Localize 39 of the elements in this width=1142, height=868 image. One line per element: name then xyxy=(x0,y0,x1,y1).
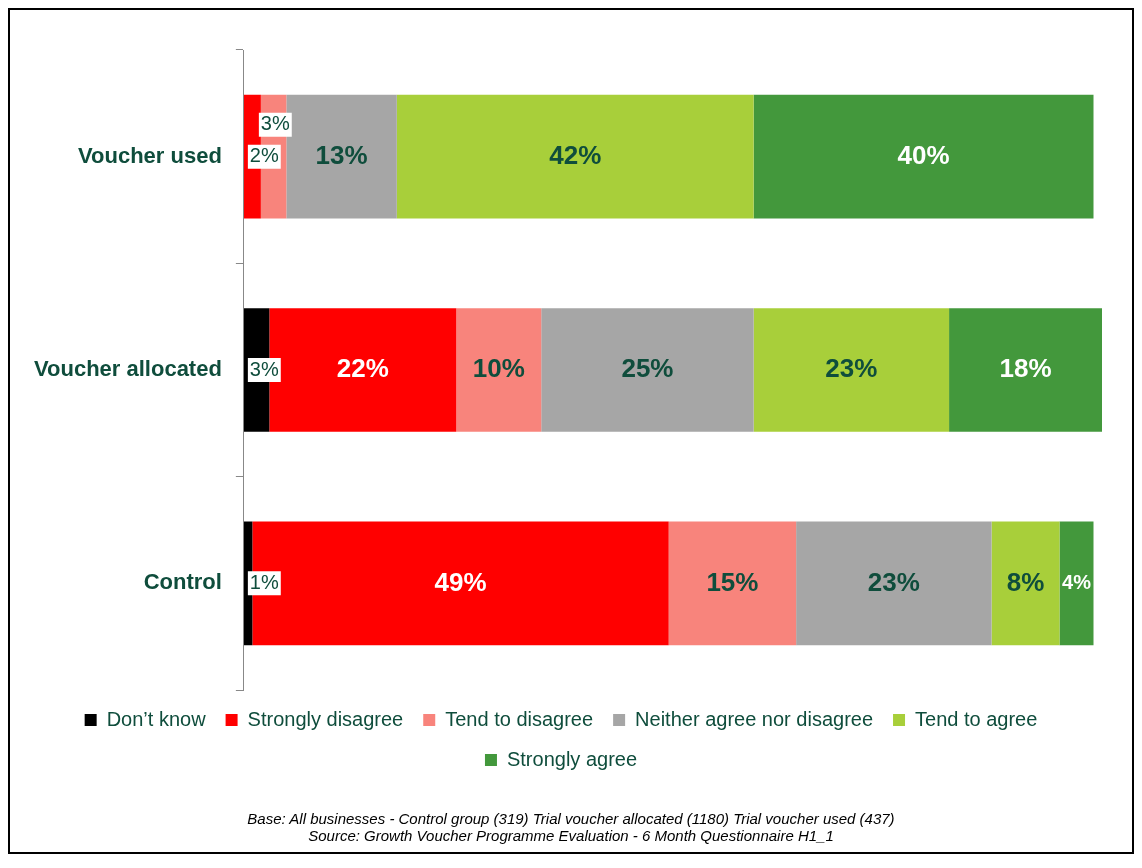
data-label: 40% xyxy=(897,139,950,170)
bar xyxy=(796,521,992,646)
data-label: 10% xyxy=(472,353,525,384)
data-label: 25% xyxy=(621,353,674,384)
y-tick-label: Control xyxy=(143,569,222,595)
bar xyxy=(541,308,754,432)
source-note: Source: Growth Voucher Programme Evaluation - 6 Month Questionnaire H1_1 xyxy=(307,827,835,844)
bar xyxy=(456,308,542,432)
data-label: 2% xyxy=(249,144,279,167)
y-tick-label: Voucher used xyxy=(78,142,222,168)
bar xyxy=(949,308,1102,432)
data-label: 3% xyxy=(249,357,279,380)
bar xyxy=(1059,521,1094,646)
data-label: 15% xyxy=(706,566,759,597)
data-label: 42% xyxy=(549,139,602,170)
data-label: 3% xyxy=(260,112,290,135)
bar xyxy=(753,308,950,432)
text: Base: All businesses - Control group (319) Trial voucher allocated (1180) Trial voucher used (437) xyxy=(246,810,896,827)
data-label: 23% xyxy=(825,353,878,384)
legend-label: Neither agree nor disagree xyxy=(635,707,874,730)
data-label: 8% xyxy=(1006,566,1045,597)
bar xyxy=(753,94,1094,219)
data-label: 13% xyxy=(315,139,368,170)
bar xyxy=(668,521,797,646)
legend-label: Tend to disagree xyxy=(445,707,594,730)
y-tick-label: Voucher allocated xyxy=(34,356,222,382)
data-label: 1% xyxy=(249,570,279,593)
data-label: 49% xyxy=(434,566,487,597)
legend-label: Strongly disagree xyxy=(247,707,404,730)
bar xyxy=(991,521,1060,646)
bar xyxy=(252,521,669,646)
data-label: 22% xyxy=(336,353,389,384)
legend-label: Don’t know xyxy=(106,707,207,730)
legend-label: Strongly agree xyxy=(506,747,638,770)
data-label: 18% xyxy=(999,353,1052,384)
data-label: 23% xyxy=(867,566,920,597)
data-label: 4% xyxy=(1062,570,1092,593)
bar xyxy=(396,94,754,219)
legend-label: Tend to agree xyxy=(915,707,1038,730)
